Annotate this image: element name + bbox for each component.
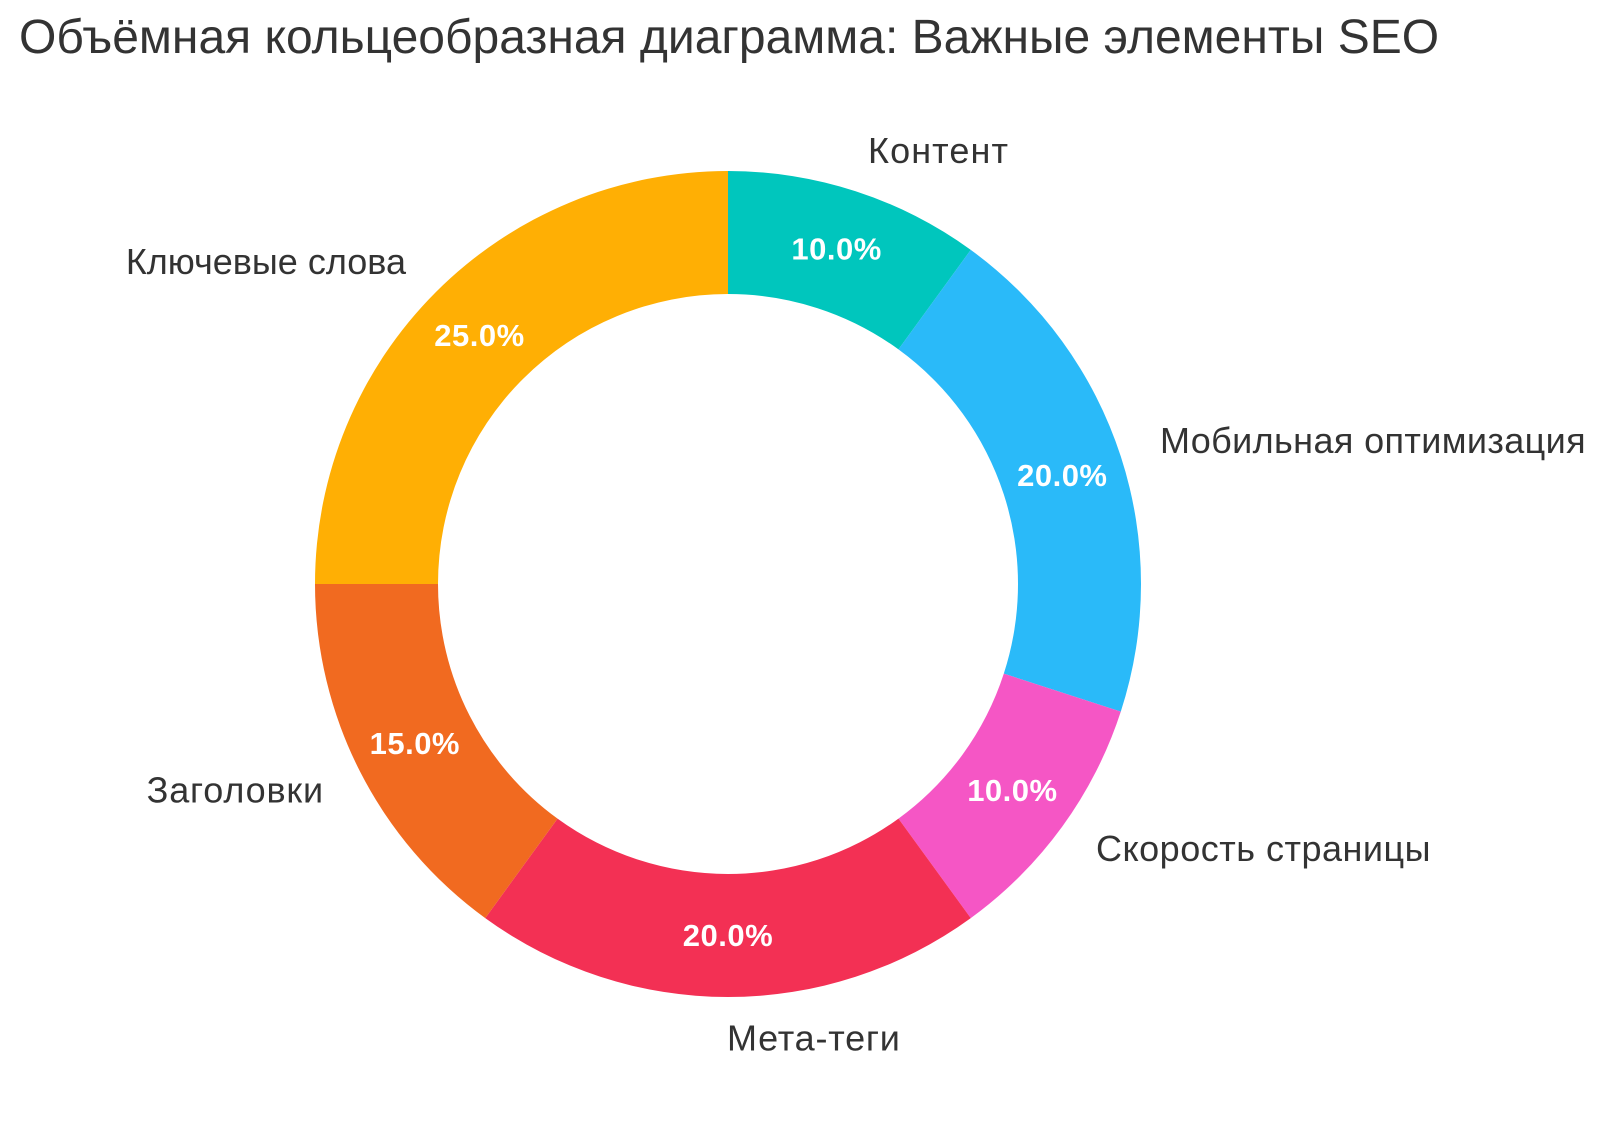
svg-text:Заголовки: Заголовки	[147, 770, 324, 811]
svg-text:Объёмная кольцеобразная диагра: Объёмная кольцеобразная диаграмма: Важны…	[19, 11, 1439, 64]
svg-text:25.0%: 25.0%	[434, 318, 524, 353]
svg-text:Ключевые слова: Ключевые слова	[126, 241, 407, 282]
svg-text:20.0%: 20.0%	[683, 918, 773, 953]
svg-text:10.0%: 10.0%	[791, 231, 881, 266]
svg-text:20.0%: 20.0%	[1017, 458, 1107, 493]
svg-text:10.0%: 10.0%	[967, 773, 1057, 808]
svg-text:Контент: Контент	[868, 130, 1009, 171]
svg-text:Мобильная оптимизация: Мобильная оптимизация	[1160, 420, 1586, 461]
svg-text:Скорость страницы: Скорость страницы	[1096, 828, 1431, 869]
svg-text:Мета-теги: Мета-теги	[727, 1018, 901, 1059]
svg-text:15.0%: 15.0%	[370, 726, 460, 761]
